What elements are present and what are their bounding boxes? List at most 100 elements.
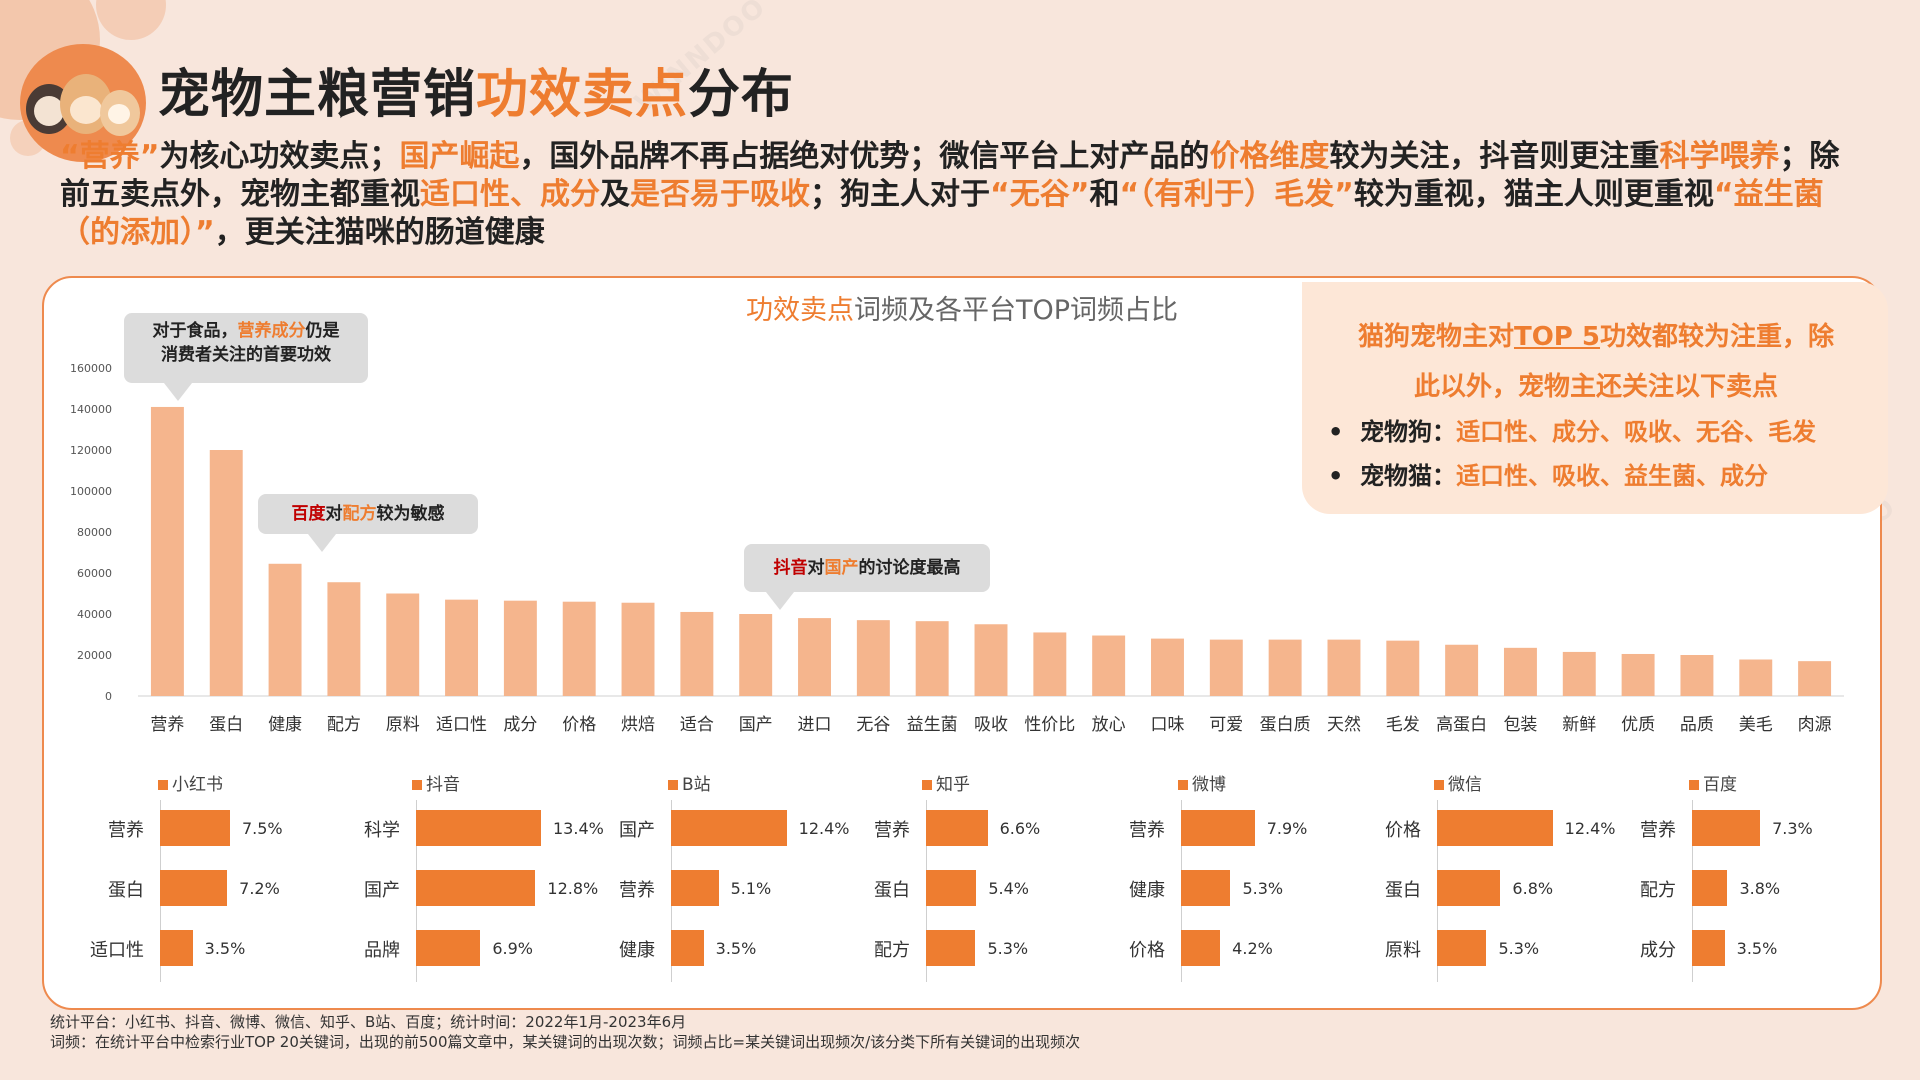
legend-抖音: 抖音	[412, 770, 460, 795]
bar-口味	[1151, 638, 1184, 696]
bar-label: 配方	[874, 940, 910, 961]
platform-chart-微信: 微信 价格 12.4% 蛋白 6.8% 原料 5.3%	[1335, 770, 1615, 982]
bar-label: 科学	[364, 820, 400, 841]
bar-适口性	[160, 930, 193, 966]
bar-原料	[386, 593, 420, 696]
platform-chart-微博: 微博 营养 7.9% 健康 5.3% 价格 4.2%	[1079, 770, 1329, 982]
bar-value: 6.6%	[999, 819, 1041, 838]
x-tick-label: 美毛	[1739, 715, 1773, 735]
chart-title: 功效卖点词频及各平台TOP词频占比	[745, 295, 1179, 326]
bubble-douyin: 抖音对国产的讨论度最高	[744, 544, 990, 610]
bar-value: 12.4%	[798, 819, 850, 838]
bar-label: 蛋白	[1385, 880, 1421, 901]
legend-小红书: 小红书	[158, 770, 223, 795]
title-highlight: 功效卖点	[476, 65, 689, 125]
bar-营养	[1692, 810, 1761, 846]
bar-烘焙	[621, 602, 655, 696]
bar-value: 13.4%	[553, 819, 604, 838]
bar-营养	[1181, 810, 1255, 846]
bar-label: 蛋白	[108, 880, 144, 901]
platform-chart-知乎: 知乎 营养 6.6% 蛋白 5.4% 配方 5.3%	[824, 770, 1074, 982]
x-tick-label: 肉源	[1798, 715, 1832, 735]
legend-label: B站	[682, 775, 711, 795]
x-tick-label: 放心	[1092, 715, 1126, 735]
bar-品牌	[416, 930, 481, 966]
x-tick-label: 烘焙	[621, 715, 655, 735]
page-title: 宠物主粮营销功效卖点分布	[158, 65, 795, 125]
bar-益生菌	[915, 621, 949, 696]
y-tick-label: 40000	[77, 608, 112, 621]
bar-国产	[671, 810, 787, 846]
x-tick-label: 益生菌	[907, 715, 958, 735]
x-tick-label: 新鲜	[1562, 715, 1596, 735]
bar-value: 3.8%	[1739, 879, 1781, 898]
bar-可爱	[1209, 639, 1243, 696]
bar-value: 7.3%	[1772, 819, 1813, 838]
bar-value: 6.9%	[492, 939, 534, 958]
bar-value: 5.4%	[988, 879, 1030, 898]
footnote-line: 统计平台：小红书、抖音、微博、微信、知乎、B站、百度；统计时间：2022年1月-…	[50, 1013, 687, 1031]
x-tick-label: 高蛋白	[1436, 715, 1487, 735]
x-tick-label: 健康	[268, 715, 302, 735]
y-tick-label: 0	[105, 690, 112, 703]
callout-box	[1302, 282, 1888, 514]
bar-value: 7.2%	[239, 879, 280, 898]
bar-配方	[1692, 870, 1728, 906]
legend-label: 小红书	[172, 775, 223, 795]
legend-label: 知乎	[936, 775, 970, 795]
bar-label: 健康	[1129, 880, 1165, 901]
legend-label: 百度	[1703, 775, 1737, 795]
bar-label: 国产	[364, 880, 400, 901]
x-tick-label: 可爱	[1209, 715, 1243, 735]
bar-label: 配方	[1640, 880, 1676, 901]
x-tick-label: 蛋白	[209, 715, 243, 735]
x-tick-label: 吸收	[974, 715, 1008, 735]
bar-美毛	[1739, 659, 1773, 696]
bar-优质	[1621, 653, 1655, 696]
bar-进口	[798, 618, 831, 696]
bar-健康	[268, 563, 302, 696]
legend-swatch	[158, 780, 168, 790]
bar-蛋白	[160, 870, 228, 906]
bar-value: 12.4%	[1564, 819, 1616, 838]
bar-value: 3.5%	[204, 939, 246, 958]
bubble-nutrition: 对于食品，营养成分仍是 消费者关注的首要功效	[124, 313, 368, 401]
x-tick-label: 营养	[150, 715, 184, 735]
bar-健康	[671, 930, 704, 966]
platform-chart-B站: B站 国产 12.4% 营养 5.1% 健康 3.5%	[569, 770, 849, 982]
platform-chart-百度: 百度 营养 7.3% 配方 3.8% 成分 3.5%	[1590, 770, 1840, 982]
bar-蛋白	[1437, 870, 1501, 906]
bar-label: 蛋白	[874, 880, 910, 901]
bar-蛋白质	[1268, 639, 1302, 696]
bar-label: 健康	[619, 940, 655, 961]
bar-健康	[1181, 870, 1231, 906]
bar-value: 12.8%	[547, 879, 599, 898]
bar-label: 价格	[1385, 820, 1421, 841]
bar-品质	[1680, 655, 1714, 696]
x-tick-label: 毛发	[1386, 715, 1420, 735]
bar-label: 价格	[1129, 940, 1165, 961]
bar-成分	[503, 600, 537, 696]
bar-value: 7.5%	[241, 819, 283, 838]
bar-适口性	[445, 599, 479, 696]
legend-百度: 百度	[1689, 770, 1737, 795]
bar-新鲜	[1562, 651, 1596, 696]
y-tick-label: 100000	[70, 485, 112, 498]
bar-国产	[739, 614, 773, 696]
x-tick-label: 优质	[1621, 715, 1655, 735]
bar-配方	[926, 930, 976, 966]
legend-label: 微信	[1448, 775, 1482, 795]
x-tick-label: 成分	[503, 715, 537, 735]
bar-吸收	[974, 624, 1008, 696]
bar-label: 营养	[1129, 820, 1165, 841]
bar-放心	[1092, 635, 1126, 696]
bar-label: 营养	[108, 820, 144, 841]
legend-label: 微博	[1192, 775, 1226, 795]
bar-营养	[926, 810, 988, 846]
bar-无谷	[856, 620, 890, 696]
x-tick-label: 价格	[562, 715, 596, 735]
legend-微信: 微信	[1434, 770, 1482, 795]
y-tick-label: 160000	[70, 362, 112, 375]
legend-label: 抖音	[426, 775, 460, 795]
bar-高蛋白	[1445, 644, 1479, 696]
